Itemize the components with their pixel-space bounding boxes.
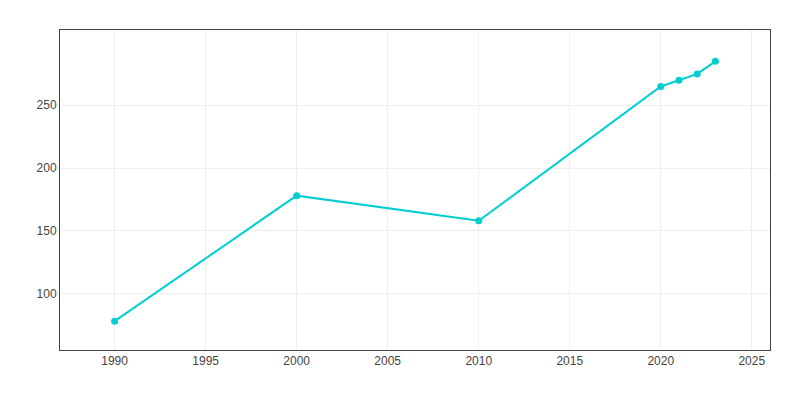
svg-text:1990: 1990 [101, 354, 128, 368]
svg-text:2010: 2010 [465, 354, 492, 368]
svg-text:200: 200 [37, 161, 57, 175]
svg-text:150: 150 [37, 224, 57, 238]
svg-text:2000: 2000 [283, 354, 310, 368]
svg-text:2025: 2025 [738, 354, 765, 368]
svg-text:2015: 2015 [556, 354, 583, 368]
svg-text:100: 100 [37, 287, 57, 301]
svg-text:1995: 1995 [192, 354, 219, 368]
svg-text:2020: 2020 [647, 354, 674, 368]
svg-text:2005: 2005 [374, 354, 401, 368]
svg-text:250: 250 [37, 98, 57, 112]
